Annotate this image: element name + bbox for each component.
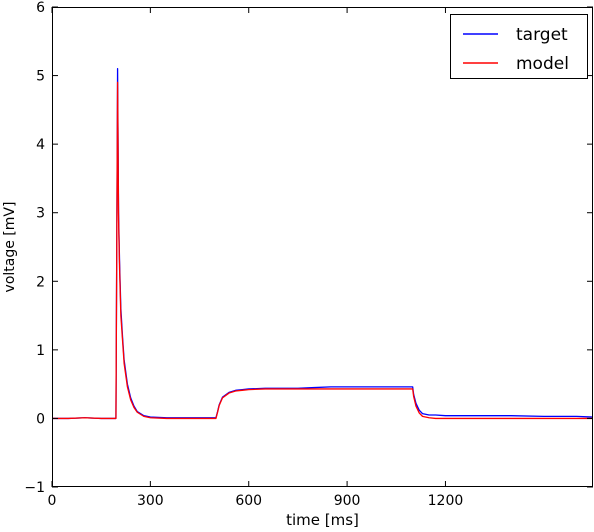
y-tick-label: 6	[36, 0, 45, 16]
x-tick-label: 600	[235, 493, 262, 509]
plot-frame	[52, 7, 593, 487]
series-line-model	[52, 81, 593, 420]
y-tick-label: 4	[36, 137, 45, 153]
x-axis-label: time [ms]	[286, 511, 359, 528]
plot-area	[52, 7, 593, 487]
y-tick-label: 5	[36, 69, 45, 85]
y-axis-label: voltage [mV]	[2, 202, 18, 293]
legend: target model	[450, 14, 588, 79]
x-tick-label: 1200	[428, 493, 464, 509]
x-tick-label: 0	[48, 493, 57, 509]
y-tick-label: 2	[36, 274, 45, 290]
legend-label-target: target	[516, 25, 568, 45]
x-tick-label: 900	[334, 493, 361, 509]
x-tick-label: 300	[137, 493, 164, 509]
series-layer	[52, 68, 594, 420]
legend-box	[450, 14, 588, 79]
y-tick-label: 0	[36, 411, 45, 427]
y-tick-label: 3	[36, 206, 45, 222]
y-tick-label: −1	[24, 480, 45, 496]
y-tick-label: 1	[36, 343, 45, 359]
legend-label-model: model	[516, 54, 569, 74]
